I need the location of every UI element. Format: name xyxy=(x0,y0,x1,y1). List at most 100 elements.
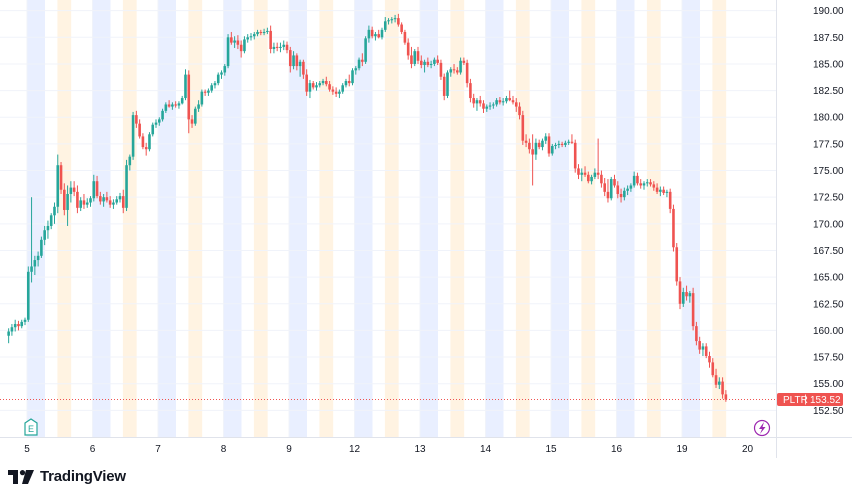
candle[interactable] xyxy=(711,358,715,378)
candle[interactable] xyxy=(275,42,279,52)
candle[interactable] xyxy=(325,76,328,87)
candle[interactable] xyxy=(721,377,724,399)
candle[interactable] xyxy=(659,186,662,197)
candle[interactable] xyxy=(547,133,551,157)
candle[interactable] xyxy=(20,319,24,329)
candle[interactable] xyxy=(475,98,479,111)
candle[interactable] xyxy=(220,70,223,79)
brand-watermark[interactable]: TradingView xyxy=(8,468,126,485)
candle[interactable] xyxy=(406,38,410,60)
candle[interactable] xyxy=(626,185,629,196)
candle[interactable] xyxy=(724,390,728,402)
candle[interactable] xyxy=(311,81,315,90)
candle[interactable] xyxy=(642,181,646,190)
candle[interactable] xyxy=(344,78,348,88)
candle[interactable] xyxy=(685,285,688,301)
candle[interactable] xyxy=(69,181,73,203)
candle[interactable] xyxy=(43,225,46,246)
candle[interactable] xyxy=(82,193,86,209)
candle[interactable] xyxy=(419,55,423,69)
candle[interactable] xyxy=(154,119,158,128)
candle[interactable] xyxy=(681,287,685,307)
candle[interactable] xyxy=(380,27,384,40)
candle[interactable] xyxy=(197,100,200,112)
candle[interactable] xyxy=(230,31,233,45)
candle[interactable] xyxy=(187,70,191,134)
candle[interactable] xyxy=(226,34,230,69)
candle[interactable] xyxy=(138,119,141,139)
candle[interactable] xyxy=(714,368,718,388)
candle[interactable] xyxy=(331,86,335,95)
candle[interactable] xyxy=(53,202,56,224)
earnings-marker-icon[interactable]: E xyxy=(24,418,38,436)
candle[interactable] xyxy=(695,321,698,346)
candle[interactable] xyxy=(243,36,246,54)
candle[interactable] xyxy=(302,59,305,79)
candle[interactable] xyxy=(184,69,187,101)
candle[interactable] xyxy=(351,68,354,86)
candle[interactable] xyxy=(514,98,518,112)
candle[interactable] xyxy=(616,181,620,199)
candle[interactable] xyxy=(623,187,626,201)
candle[interactable] xyxy=(374,31,377,41)
candle[interactable] xyxy=(436,55,439,66)
candle[interactable] xyxy=(72,181,76,197)
candle[interactable] xyxy=(161,108,164,122)
candle[interactable] xyxy=(367,25,371,43)
candle[interactable] xyxy=(501,98,505,106)
candle[interactable] xyxy=(439,59,443,80)
candle[interactable] xyxy=(115,196,119,205)
candle[interactable] xyxy=(56,154,60,214)
candle[interactable] xyxy=(691,287,695,331)
candle[interactable] xyxy=(63,183,66,216)
candle[interactable] xyxy=(456,67,459,75)
candle[interactable] xyxy=(528,138,531,154)
candle[interactable] xyxy=(665,189,669,198)
candle[interactable] xyxy=(564,140,567,148)
candle[interactable] xyxy=(652,181,656,191)
candle[interactable] xyxy=(236,35,240,50)
candle[interactable] xyxy=(102,193,105,207)
candle[interactable] xyxy=(662,186,665,196)
candle[interactable] xyxy=(583,166,587,177)
candle[interactable] xyxy=(266,27,269,35)
candle[interactable] xyxy=(442,73,446,101)
candle[interactable] xyxy=(239,40,243,58)
candle[interactable] xyxy=(413,49,417,67)
candle[interactable] xyxy=(76,185,79,214)
candle[interactable] xyxy=(452,63,456,74)
candle[interactable] xyxy=(328,81,331,92)
candle[interactable] xyxy=(577,164,580,180)
candle[interactable] xyxy=(167,100,171,108)
candle[interactable] xyxy=(511,95,515,105)
candle[interactable] xyxy=(613,174,616,188)
candle[interactable] xyxy=(544,133,548,144)
candle[interactable] xyxy=(537,139,541,150)
candle[interactable] xyxy=(701,343,705,356)
candle[interactable] xyxy=(148,132,151,152)
candle[interactable] xyxy=(262,28,266,36)
candle[interactable] xyxy=(518,102,521,120)
candle[interactable] xyxy=(495,98,498,107)
candle[interactable] xyxy=(305,69,308,96)
candle[interactable] xyxy=(377,29,381,39)
candle[interactable] xyxy=(233,36,236,48)
candle[interactable] xyxy=(609,176,613,201)
candle[interactable] xyxy=(557,140,561,149)
candle[interactable] xyxy=(249,33,253,41)
candle[interactable] xyxy=(524,134,528,148)
candle[interactable] xyxy=(288,46,292,73)
candle[interactable] xyxy=(554,142,557,150)
candle[interactable] xyxy=(636,172,639,186)
candle[interactable] xyxy=(505,95,508,104)
candle[interactable] xyxy=(17,320,20,331)
candle[interactable] xyxy=(606,179,610,203)
candle[interactable] xyxy=(390,17,394,24)
candle[interactable] xyxy=(23,317,27,326)
candle[interactable] xyxy=(397,13,400,27)
candle[interactable] xyxy=(619,188,623,203)
candle[interactable] xyxy=(629,183,633,192)
candle[interactable] xyxy=(59,162,63,194)
